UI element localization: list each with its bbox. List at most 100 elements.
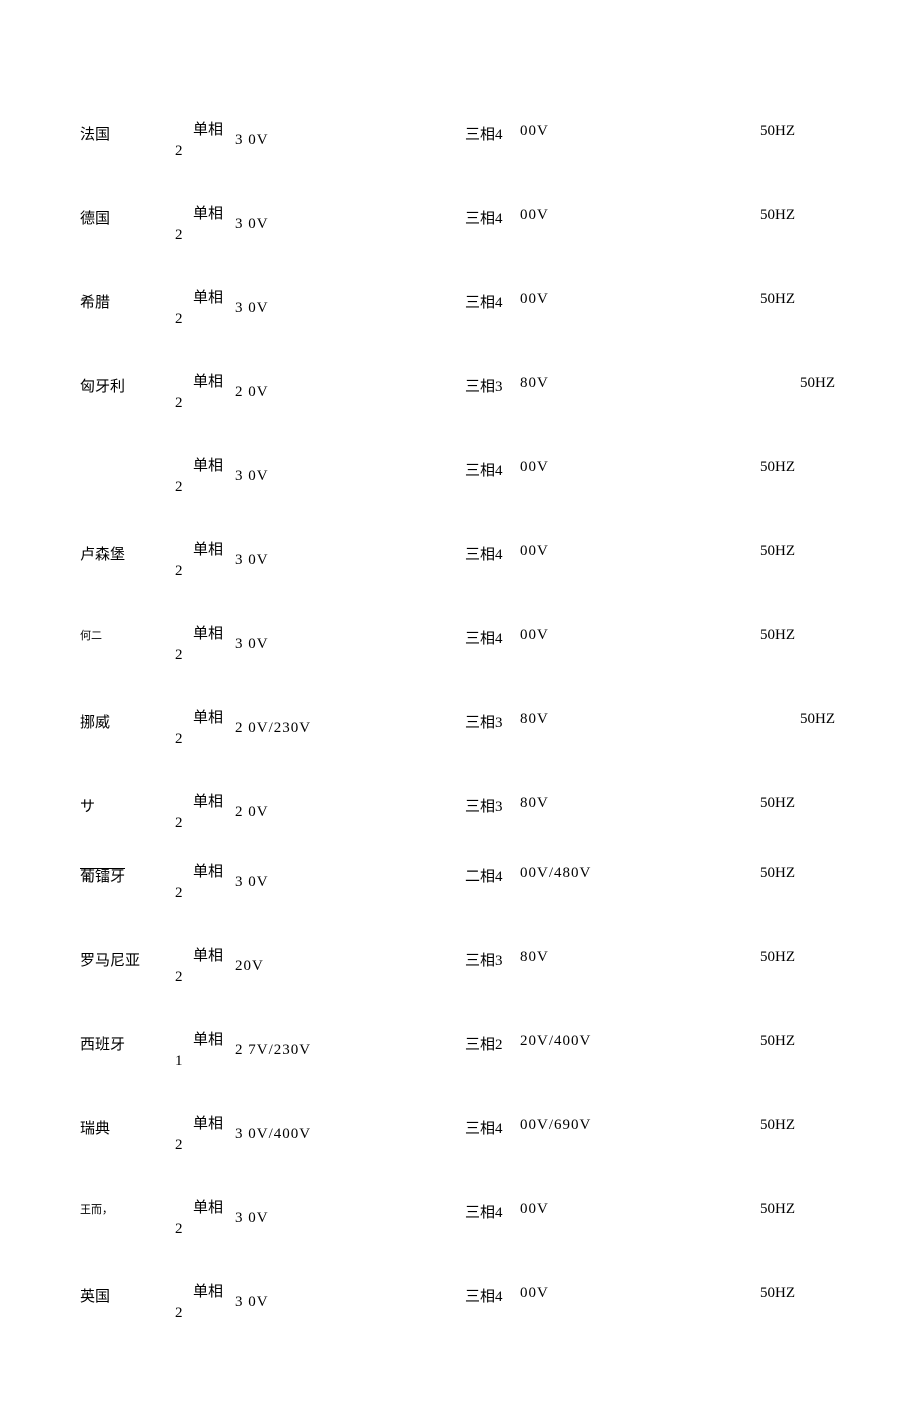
voltage2-cell: 00V — [520, 120, 760, 140]
frequency-cell: 50HZ — [760, 288, 795, 308]
table-row: 何二单相23 0V三相400V50HZ — [80, 624, 840, 666]
phase-group: 单相2 — [175, 946, 235, 988]
voltage1-cell: 3 0V — [235, 540, 465, 569]
phase-group: 单相2 — [175, 540, 235, 582]
phase-label: 单相 — [193, 708, 235, 729]
frequency-cell: 50HZ — [800, 372, 835, 392]
phase-num: 2 — [175, 477, 235, 498]
table-row: 卢森堡单相23 0V三相400V50HZ — [80, 540, 840, 582]
table-row: 单相23 0V三相400V50HZ — [80, 456, 840, 498]
voltage1-cell: 3 0V — [235, 624, 465, 653]
phase-label: 单相 — [193, 120, 235, 141]
phase-num: 2 — [175, 1135, 235, 1156]
frequency-cell: 50HZ — [800, 708, 835, 728]
phase3-cell: 三相3 — [465, 792, 520, 816]
phase3-cell: 三相3 — [465, 372, 520, 396]
frequency-cell: 50HZ — [760, 1282, 795, 1302]
phase-group: 单相2 — [175, 792, 235, 834]
frequency-cell: 50HZ — [760, 1114, 795, 1134]
voltage1-cell: 3 0V — [235, 1198, 465, 1227]
phase3-cell: 三相4 — [465, 204, 520, 228]
phase-num: 2 — [175, 645, 235, 666]
phase-num: 2 — [175, 883, 235, 904]
frequency-cell: 50HZ — [760, 1030, 795, 1050]
table-row: 法国单相23 0V三相400V50HZ — [80, 120, 840, 162]
phase3-cell: 三相4 — [465, 540, 520, 564]
phase-label: 单相 — [193, 288, 235, 309]
phase-label: 单相 — [193, 540, 235, 561]
phase-label: 单相 — [193, 204, 235, 225]
country-cell: 英国 — [80, 1282, 175, 1306]
frequency-cell: 50HZ — [760, 946, 795, 966]
voltage1-cell: 3 0V — [235, 288, 465, 317]
table-row: 葡镭牙单相23 0V二相400V/480V50HZ — [80, 862, 840, 904]
voltage2-cell: 00V — [520, 540, 760, 560]
phase3-cell: 三相4 — [465, 1114, 520, 1138]
phase-num: 2 — [175, 225, 235, 246]
voltage2-cell: 00V/690V — [520, 1114, 760, 1134]
phase3-cell: 三相4 — [465, 624, 520, 648]
phase-label: 单相 — [193, 372, 235, 393]
phase3-cell: 三相4 — [465, 120, 520, 144]
phase-label: 单相 — [193, 1198, 235, 1219]
voltage2-cell: 00V — [520, 456, 760, 476]
country-cell: 何二 — [80, 624, 175, 643]
frequency-cell: 50HZ — [760, 624, 795, 644]
country-cell — [80, 456, 175, 459]
phase-num: 2 — [175, 813, 235, 834]
voltage1-cell: 2 0V — [235, 792, 465, 821]
phase-label: 单相 — [193, 456, 235, 477]
voltage2-cell: 00V — [520, 624, 760, 644]
phase-num: 2 — [175, 729, 235, 750]
table-row: 罗马尼亚单相220V三相380V50HZ — [80, 946, 840, 988]
voltage2-cell: 80V — [520, 792, 760, 812]
voltage1-cell: 3 0V — [235, 1282, 465, 1311]
country-cell: 瑞典 — [80, 1114, 175, 1138]
phase-group: 单相2 — [175, 204, 235, 246]
frequency-cell: 50HZ — [760, 204, 795, 224]
frequency-cell: 50HZ — [760, 540, 795, 560]
phase-label: 单相 — [193, 792, 235, 813]
phase3-cell: 二相4 — [465, 862, 520, 886]
table-row: 挪威单相22 0V/230V三相380V50HZ — [80, 708, 840, 750]
voltage1-cell: 3 0V — [235, 120, 465, 149]
phase-group: 单相2 — [175, 1114, 235, 1156]
table-row: 匈牙利单相22 0V三相380V50HZ — [80, 372, 840, 414]
country-cell: サ — [80, 792, 175, 816]
voltage2-cell: 00V — [520, 1198, 760, 1218]
phase3-cell: 三相3 — [465, 708, 520, 732]
voltage2-cell: 00V — [520, 204, 760, 224]
voltage-table: 法国单相23 0V三相400V50HZ德国单相23 0V三相400V50HZ希腊… — [80, 120, 840, 1324]
phase-label: 单相 — [193, 862, 235, 883]
frequency-cell: 50HZ — [760, 862, 795, 882]
phase-num: 2 — [175, 561, 235, 582]
country-cell: 匈牙利 — [80, 372, 175, 396]
country-cell: 王而， — [80, 1198, 175, 1217]
voltage1-cell: 3 0V/400V — [235, 1114, 465, 1143]
phase-group: 单相2 — [175, 1282, 235, 1324]
phase-group: 单相2 — [175, 456, 235, 498]
country-cell: 葡镭牙 — [80, 862, 175, 886]
country-cell: 罗马尼亚 — [80, 946, 175, 970]
phase3-cell: 三相4 — [465, 1282, 520, 1306]
country-cell: 卢森堡 — [80, 540, 175, 564]
phase-label: 单相 — [193, 946, 235, 967]
country-cell: 西班牙 — [80, 1030, 175, 1054]
voltage2-cell: 00V/480V — [520, 862, 760, 882]
country-cell: 法国 — [80, 120, 175, 144]
phase3-cell: 三相4 — [465, 456, 520, 480]
table-row: 西班牙单相12 7V/230V三相220V/400V50HZ — [80, 1030, 840, 1072]
voltage2-cell: 00V — [520, 288, 760, 308]
table-row: 德国单相23 0V三相400V50HZ — [80, 204, 840, 246]
phase3-cell: 三相4 — [465, 1198, 520, 1222]
phase-group: 单相2 — [175, 1198, 235, 1240]
table-row: 希腊单相23 0V三相400V50HZ — [80, 288, 840, 330]
voltage2-cell: 80V — [520, 372, 760, 392]
voltage2-cell: 80V — [520, 946, 760, 966]
phase-num: 2 — [175, 309, 235, 330]
phase-group: 单相2 — [175, 708, 235, 750]
table-row: サ单相22 0V三相380V50HZ — [80, 792, 840, 834]
voltage1-cell: 2 7V/230V — [235, 1030, 465, 1059]
voltage1-cell: 3 0V — [235, 862, 465, 891]
phase-num: 2 — [175, 393, 235, 414]
